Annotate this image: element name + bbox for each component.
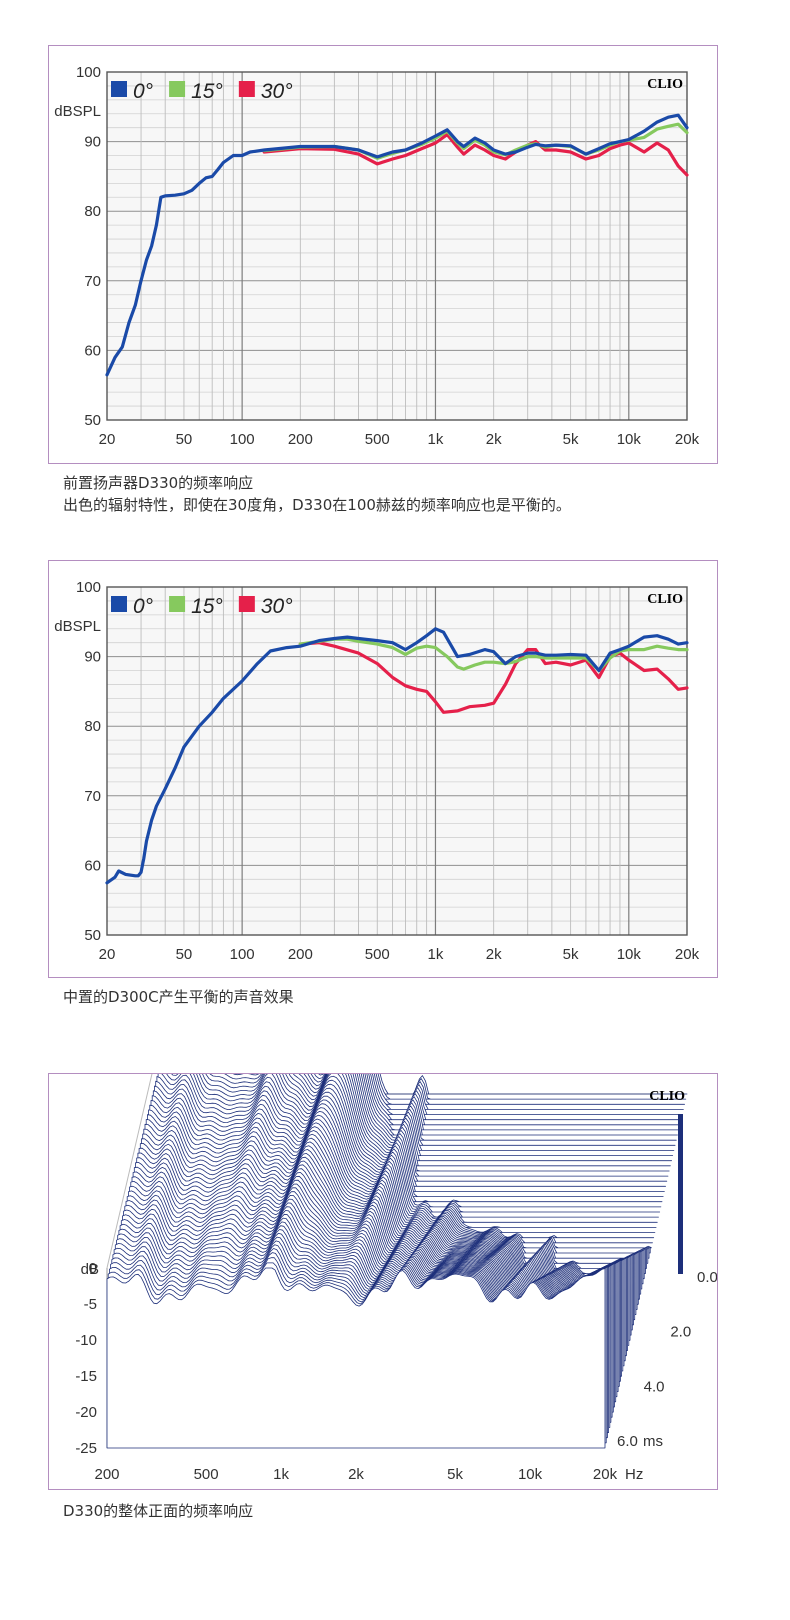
z-tick-label: -15 — [75, 1368, 97, 1385]
x-tick-label: 10k — [617, 946, 642, 963]
time-tick-label: 6.0 — [617, 1433, 638, 1450]
x-tick-label: 10k — [518, 1466, 543, 1483]
x-tick-label: 500 — [365, 431, 390, 448]
waterfall-slices — [106, 1074, 688, 1449]
legend: 0° 15° 30° — [111, 595, 293, 618]
z-tick-label: 0 — [89, 1260, 97, 1277]
x-tick-label: 100 — [230, 431, 255, 448]
caption-waterfall: D330的整体正面的频率响应 — [63, 1500, 253, 1522]
x-tick-label: 20k — [675, 431, 700, 448]
z-tick-label: -5 — [84, 1296, 97, 1313]
x-tick-label: 500 — [194, 1466, 219, 1483]
waterfall-slice — [106, 1267, 606, 1449]
legend-swatch — [169, 81, 186, 97]
grid — [106, 71, 688, 421]
x-tick-label: 20k — [593, 1466, 618, 1483]
time-unit-label: ms — [643, 1433, 663, 1450]
y-tick-label: 60 — [84, 857, 101, 874]
series-line-30deg — [262, 133, 689, 177]
caption-description: 出色的辐射特性，即使在30度角，D330在100赫兹的频率响应也是平衡的。 — [63, 496, 571, 514]
legend-swatch — [238, 81, 255, 97]
series-line-0deg — [105, 113, 689, 377]
x-tick-label: 5k — [447, 1466, 463, 1483]
x-tick-label: 200 — [288, 946, 313, 963]
time-tick-label: 2.0 — [670, 1324, 691, 1341]
x-unit-label: Hz — [625, 1466, 643, 1483]
legend: 0° 15° 30° — [111, 80, 293, 103]
legend-label: 30° — [261, 595, 293, 618]
x-tick-label: 50 — [176, 946, 193, 963]
time-tick-label: 0.0 — [697, 1269, 717, 1286]
y-tick-label: 90 — [84, 134, 101, 151]
y-axis-label: dBSPL — [54, 103, 101, 120]
y-tick-label: 100 — [76, 579, 101, 596]
x-tick-label: 5k — [563, 946, 579, 963]
y-axis-label: dBSPL — [54, 618, 101, 635]
y-tick-label: 80 — [84, 718, 101, 735]
y-tick-label: 80 — [84, 203, 101, 220]
legend-swatch — [111, 81, 127, 97]
x-tick-label: 2k — [348, 1466, 364, 1483]
y-tick-label: 70 — [84, 273, 101, 290]
plot-area — [107, 587, 687, 935]
z-tick-label: -25 — [75, 1440, 97, 1457]
z-tick-label: -10 — [75, 1332, 97, 1349]
caption-center-response: 中置的D300C产生平衡的声音效果 — [63, 986, 294, 1008]
series-line-30deg — [298, 641, 689, 714]
z-top-edge — [106, 1074, 153, 1269]
x-tick-label: 1k — [428, 946, 444, 963]
x-tick-label: 2k — [486, 431, 502, 448]
x-tick-label: 10k — [617, 431, 642, 448]
frequency-response-chart: 100 90 80 70 60 50 dBSPL 20 50 100 200 500 1k 2k 5k 10k… — [54, 64, 700, 448]
x-tick-label: 500 — [365, 946, 390, 963]
y-tick-label: 70 — [84, 788, 101, 805]
right-edge-bar — [678, 1114, 683, 1274]
x-tick-label: 200 — [94, 1466, 119, 1483]
legend-label: 15° — [191, 80, 223, 103]
clio-brand-logo: CLIO — [647, 77, 683, 92]
legend-label: 0° — [133, 595, 153, 618]
z-tick-label: -20 — [75, 1404, 97, 1421]
legend-swatch — [238, 596, 255, 612]
legend-label: 0° — [133, 80, 153, 103]
y-tick-label: 90 — [84, 649, 101, 666]
x-tick-label: 2k — [486, 946, 502, 963]
x-tick-label: 20k — [675, 946, 700, 963]
y-tick-label: 50 — [84, 927, 101, 944]
caption-title: 中置的D300C产生平衡的声音效果 — [63, 988, 294, 1006]
x-tick-label: 1k — [428, 431, 444, 448]
plot-frame — [106, 586, 688, 936]
chart-panel-center-response: 100 90 80 70 60 50 dBSPL 20 50 100 200 500 1k 2k 5k 10k… — [48, 560, 718, 978]
x-tick-label: 20 — [99, 946, 116, 963]
waterfall-chart: 0 -5 -10 -15 -20 -25 dB 200 500 1k 2k 5k 10k 20k Hz 0.0… — [75, 1074, 717, 1483]
y-tick-label: 100 — [76, 64, 101, 81]
y-tick-label: 50 — [84, 412, 101, 429]
x-tick-label: 50 — [176, 431, 193, 448]
caption-front-response: 前置扬声器D330的频率响应 出色的辐射特性，即使在30度角，D330在100赫… — [63, 472, 571, 516]
chart-panel-front-response: 100 90 80 70 60 50 dBSPL 20 50 100 200 500 1k 2k 5k 10k… — [48, 45, 718, 464]
x-tick-label: 20 — [99, 431, 116, 448]
legend-label: 15° — [191, 595, 223, 618]
time-tick-label: 4.0 — [644, 1378, 665, 1395]
legend-swatch — [169, 596, 186, 612]
z-axis-label: dB — [81, 1261, 99, 1278]
x-tick-label: 5k — [563, 431, 579, 448]
y-tick-label: 60 — [84, 342, 101, 359]
chart-panel-waterfall: 0 -5 -10 -15 -20 -25 dB 200 500 1k 2k 5k 10k 20k Hz 0.0… — [48, 1073, 718, 1490]
clio-brand-logo: CLIO — [649, 1089, 685, 1104]
legend-swatch — [111, 596, 127, 612]
plot-area — [107, 72, 687, 420]
series-line-15deg — [298, 637, 689, 673]
frequency-response-chart: 100 90 80 70 60 50 dBSPL 20 50 100 200 500 1k 2k 5k 10k… — [54, 579, 700, 963]
x-tick-label: 100 — [230, 946, 255, 963]
series-line-0deg — [105, 627, 689, 885]
x-tick-label: 1k — [273, 1466, 289, 1483]
caption-title: D330的整体正面的频率响应 — [63, 1502, 254, 1520]
clio-brand-logo: CLIO — [647, 592, 683, 607]
caption-title: 前置扬声器D330的频率响应 — [63, 474, 254, 492]
x-tick-label: 200 — [288, 431, 313, 448]
plot-frame — [106, 71, 688, 421]
legend-label: 30° — [261, 80, 293, 103]
